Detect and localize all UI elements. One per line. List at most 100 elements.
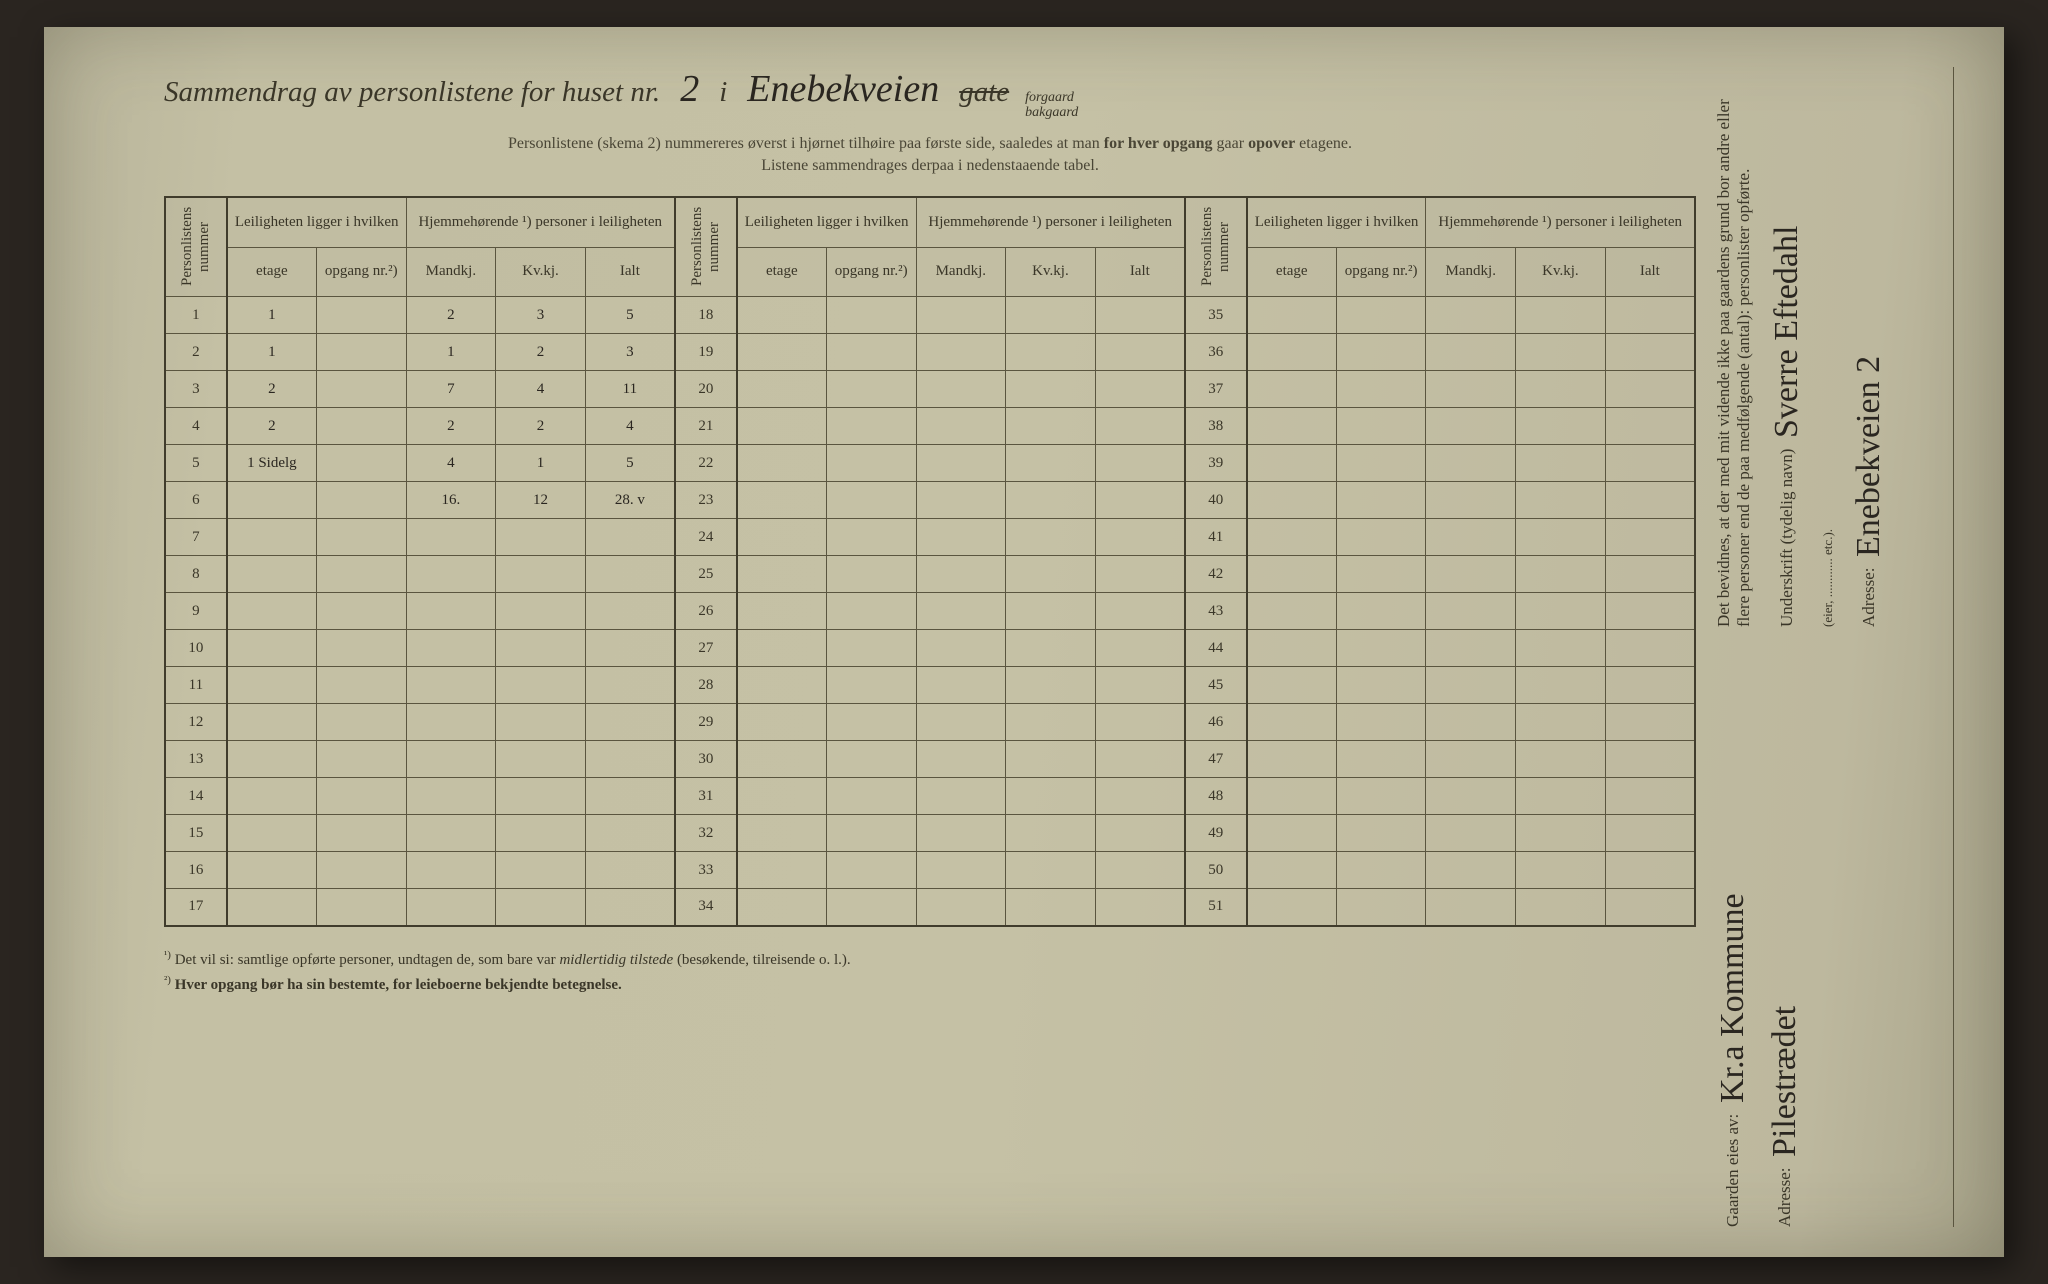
data-cell [1095, 593, 1185, 630]
data-cell [1516, 667, 1606, 704]
data-cell [1095, 815, 1185, 852]
row-number: 19 [675, 334, 737, 371]
data-cell [1095, 741, 1185, 778]
data-cell [826, 667, 916, 704]
data-cell [227, 889, 317, 926]
data-cell [1516, 519, 1606, 556]
row-number: 21 [675, 408, 737, 445]
data-cell [1605, 593, 1695, 630]
row-number: 41 [1185, 519, 1247, 556]
data-cell [1516, 297, 1606, 334]
data-cell [1605, 297, 1695, 334]
data-cell [826, 297, 916, 334]
data-cell [227, 667, 317, 704]
data-cell [1095, 445, 1185, 482]
data-cell [496, 741, 586, 778]
data-cell [1426, 667, 1516, 704]
data-cell [1095, 371, 1185, 408]
data-cell [826, 408, 916, 445]
data-cell [1605, 889, 1695, 926]
data-cell [496, 630, 586, 667]
col-hjemme-2: Hjemmehørende ¹) personer i leiligheten [916, 197, 1185, 247]
data-cell [316, 445, 406, 482]
col-hjemme-3: Hjemmehørende ¹) personer i leiligheten [1426, 197, 1695, 247]
data-cell [1336, 297, 1426, 334]
data-cell: 2 [496, 408, 586, 445]
data-cell [1336, 334, 1426, 371]
data-cell [496, 519, 586, 556]
data-cell [826, 371, 916, 408]
data-cell: 1 [227, 297, 317, 334]
data-cell [1605, 482, 1695, 519]
data-cell [916, 593, 1006, 630]
data-cell: 5 [585, 445, 675, 482]
data-cell [1006, 519, 1096, 556]
data-cell [737, 815, 827, 852]
data-cell [406, 556, 496, 593]
data-cell [1426, 334, 1516, 371]
data-cell [1516, 334, 1606, 371]
data-cell [316, 667, 406, 704]
data-cell [227, 630, 317, 667]
data-cell: 11 [585, 371, 675, 408]
row-number: 48 [1185, 778, 1247, 815]
house-number: 2 [670, 67, 709, 111]
data-cell [1247, 815, 1337, 852]
row-number: 16 [165, 852, 227, 889]
row-number: 42 [1185, 556, 1247, 593]
data-cell [496, 889, 586, 926]
data-cell [316, 482, 406, 519]
data-cell [1247, 630, 1337, 667]
data-cell: 2 [496, 334, 586, 371]
data-cell [826, 778, 916, 815]
data-cell: 1 Sidelg [227, 445, 317, 482]
data-cell [826, 889, 916, 926]
data-cell [1006, 334, 1096, 371]
data-cell [1095, 889, 1185, 926]
data-cell [316, 334, 406, 371]
data-cell [406, 852, 496, 889]
data-cell [826, 815, 916, 852]
data-cell [1006, 297, 1096, 334]
data-cell [585, 667, 675, 704]
data-cell [585, 889, 675, 926]
data-cell [1247, 334, 1337, 371]
data-cell [1006, 593, 1096, 630]
data-cell [1095, 630, 1185, 667]
row-number: 9 [165, 593, 227, 630]
data-cell [1247, 741, 1337, 778]
data-cell [737, 852, 827, 889]
data-cell [406, 519, 496, 556]
data-cell [737, 630, 827, 667]
data-cell [496, 667, 586, 704]
data-cell [406, 667, 496, 704]
data-cell [1426, 815, 1516, 852]
data-cell [1605, 667, 1695, 704]
data-cell: 12 [496, 482, 586, 519]
data-cell [737, 445, 827, 482]
data-cell [916, 334, 1006, 371]
data-cell [316, 741, 406, 778]
data-cell [1247, 704, 1337, 741]
data-cell [585, 556, 675, 593]
data-cell [1095, 778, 1185, 815]
data-cell [585, 519, 675, 556]
data-cell [1426, 556, 1516, 593]
data-cell [1247, 778, 1337, 815]
data-cell [737, 371, 827, 408]
col-leiligheten-2: Leiligheten ligger i hvilken [737, 197, 916, 247]
data-cell [1426, 630, 1516, 667]
data-cell [916, 704, 1006, 741]
data-cell [916, 482, 1006, 519]
data-cell [227, 704, 317, 741]
data-cell [316, 371, 406, 408]
row-number: 24 [675, 519, 737, 556]
data-cell [826, 852, 916, 889]
row-number: 51 [1185, 889, 1247, 926]
data-cell [1605, 334, 1695, 371]
data-cell: 4 [585, 408, 675, 445]
data-cell [737, 889, 827, 926]
data-cell [916, 445, 1006, 482]
data-cell [1426, 741, 1516, 778]
table-row: 122946 [165, 704, 1695, 741]
